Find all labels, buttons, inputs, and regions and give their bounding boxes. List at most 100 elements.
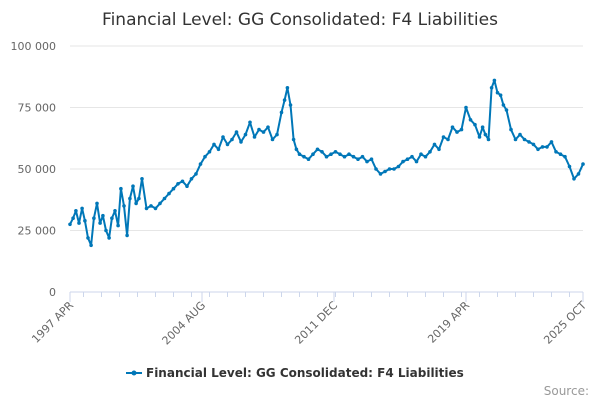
- data-point[interactable]: [194, 172, 198, 176]
- data-point[interactable]: [518, 132, 522, 137]
- data-point[interactable]: [140, 177, 144, 181]
- data-point[interactable]: [446, 137, 450, 142]
- data-point[interactable]: [131, 184, 135, 188]
- data-point[interactable]: [189, 177, 194, 181]
- data-point[interactable]: [95, 201, 99, 206]
- data-point[interactable]: [432, 142, 437, 147]
- data-point[interactable]: [423, 154, 428, 159]
- data-point[interactable]: [101, 213, 105, 218]
- data-point[interactable]: [230, 137, 234, 142]
- data-point[interactable]: [203, 154, 207, 159]
- data-point[interactable]: [83, 218, 87, 223]
- data-point[interactable]: [333, 150, 338, 154]
- data-point[interactable]: [324, 154, 329, 159]
- data-point[interactable]: [171, 186, 176, 191]
- data-point[interactable]: [207, 150, 212, 154]
- data-point[interactable]: [137, 196, 141, 201]
- data-point[interactable]: [387, 167, 392, 171]
- data-point[interactable]: [549, 140, 554, 144]
- data-point[interactable]: [414, 159, 419, 164]
- data-point[interactable]: [270, 137, 275, 142]
- data-point[interactable]: [410, 154, 414, 159]
- data-point[interactable]: [455, 130, 459, 134]
- data-point[interactable]: [486, 137, 491, 142]
- data-point[interactable]: [383, 169, 387, 174]
- legend[interactable]: Financial Level: GG Consolidated: F4 Lia…: [126, 366, 464, 380]
- data-point[interactable]: [125, 233, 129, 238]
- data-point[interactable]: [86, 236, 90, 240]
- legend-label[interactable]: Financial Level: GG Consolidated: F4 Lia…: [146, 366, 464, 380]
- data-point[interactable]: [110, 216, 114, 220]
- data-point[interactable]: [311, 152, 315, 156]
- data-point[interactable]: [513, 137, 518, 142]
- data-point[interactable]: [266, 125, 270, 129]
- data-point[interactable]: [128, 196, 132, 201]
- data-point[interactable]: [501, 103, 506, 107]
- data-point[interactable]: [374, 167, 378, 171]
- data-point[interactable]: [185, 184, 189, 188]
- data-point[interactable]: [498, 93, 503, 97]
- data-point[interactable]: [294, 147, 299, 152]
- data-point[interactable]: [68, 222, 72, 227]
- data-point[interactable]: [297, 152, 302, 156]
- data-point[interactable]: [285, 86, 290, 90]
- data-point[interactable]: [162, 196, 167, 201]
- data-point[interactable]: [234, 130, 239, 134]
- data-point[interactable]: [509, 127, 513, 132]
- data-point[interactable]: [405, 157, 410, 161]
- data-point[interactable]: [122, 204, 126, 208]
- data-point[interactable]: [239, 140, 243, 144]
- data-point[interactable]: [396, 164, 401, 169]
- series-group[interactable]: [68, 78, 585, 248]
- data-point[interactable]: [545, 145, 549, 149]
- data-point[interactable]: [180, 179, 185, 184]
- data-point[interactable]: [567, 164, 572, 169]
- data-point[interactable]: [216, 147, 221, 152]
- data-point[interactable]: [378, 172, 383, 176]
- data-point[interactable]: [158, 201, 162, 206]
- data-point[interactable]: [89, 243, 93, 248]
- data-point[interactable]: [221, 135, 225, 139]
- data-point[interactable]: [80, 206, 84, 211]
- data-point[interactable]: [360, 154, 365, 159]
- data-point[interactable]: [531, 142, 536, 147]
- data-point[interactable]: [329, 152, 333, 156]
- credits-text[interactable]: Source:: [544, 384, 589, 398]
- data-point[interactable]: [536, 147, 540, 152]
- data-point[interactable]: [107, 236, 111, 240]
- data-point[interactable]: [489, 86, 494, 90]
- data-point[interactable]: [212, 142, 216, 147]
- data-point[interactable]: [252, 135, 257, 139]
- data-point[interactable]: [450, 125, 455, 129]
- data-point[interactable]: [167, 191, 171, 196]
- data-point[interactable]: [576, 172, 581, 176]
- data-point[interactable]: [401, 159, 405, 164]
- data-point[interactable]: [74, 209, 78, 213]
- data-point[interactable]: [347, 152, 351, 156]
- data-point[interactable]: [527, 140, 531, 144]
- data-point[interactable]: [504, 108, 509, 112]
- data-point[interactable]: [464, 105, 468, 110]
- data-point[interactable]: [338, 152, 342, 156]
- data-point[interactable]: [71, 216, 75, 220]
- data-point[interactable]: [248, 120, 252, 125]
- data-point[interactable]: [116, 223, 120, 228]
- data-point[interactable]: [437, 147, 441, 152]
- data-point[interactable]: [477, 135, 482, 139]
- data-point[interactable]: [113, 209, 117, 213]
- data-point[interactable]: [98, 221, 102, 225]
- data-point[interactable]: [288, 103, 293, 107]
- data-point[interactable]: [563, 154, 567, 159]
- data-point[interactable]: [320, 150, 324, 154]
- data-point[interactable]: [176, 182, 180, 186]
- data-point[interactable]: [459, 127, 464, 132]
- data-point[interactable]: [134, 201, 138, 206]
- data-point[interactable]: [92, 216, 96, 220]
- data-point[interactable]: [483, 132, 488, 137]
- data-point[interactable]: [144, 206, 149, 211]
- data-point[interactable]: [282, 98, 287, 102]
- data-point[interactable]: [149, 204, 153, 208]
- data-point[interactable]: [315, 147, 320, 152]
- data-point[interactable]: [572, 177, 576, 181]
- data-point[interactable]: [441, 135, 446, 139]
